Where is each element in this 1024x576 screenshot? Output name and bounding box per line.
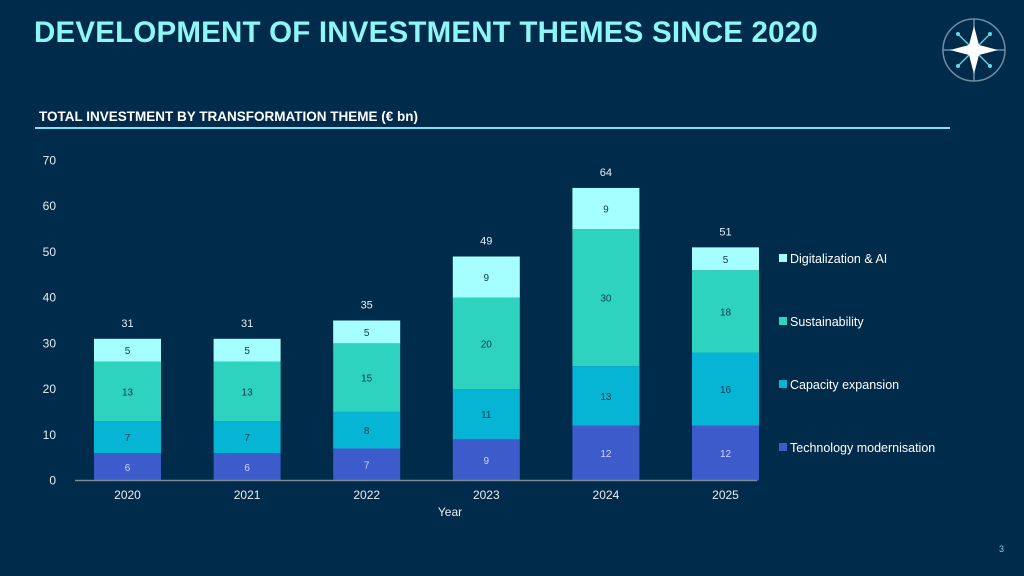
y-tick-label: 30 bbox=[43, 336, 57, 350]
data-label: 11 bbox=[481, 410, 492, 421]
total-label: 31 bbox=[121, 318, 133, 330]
bar-segment bbox=[94, 338, 161, 362]
data-label: 16 bbox=[720, 385, 732, 396]
legend-item: Capacity expansion bbox=[779, 378, 899, 392]
data-label: 12 bbox=[600, 449, 612, 460]
data-label: 18 bbox=[720, 307, 732, 318]
y-tick-label: 0 bbox=[49, 474, 56, 488]
data-label: 5 bbox=[364, 328, 370, 339]
total-label: 31 bbox=[241, 318, 253, 330]
legend-swatch bbox=[779, 380, 787, 388]
data-label: 9 bbox=[484, 456, 490, 467]
bar-stack-2022: 7 8 15 5 35 bbox=[333, 300, 401, 481]
bar-segment bbox=[94, 421, 161, 454]
bars: 6713531671353178155359112094912133096412… bbox=[94, 167, 759, 481]
total-label: 51 bbox=[719, 226, 731, 238]
data-label: 9 bbox=[484, 273, 490, 284]
data-label: 6 bbox=[125, 463, 131, 474]
bar-segment bbox=[692, 247, 759, 271]
total-label: 64 bbox=[600, 167, 612, 179]
data-label: 7 bbox=[364, 461, 370, 472]
legend-label: Sustainability bbox=[790, 315, 864, 329]
bar-segment bbox=[213, 421, 281, 454]
data-label: 15 bbox=[361, 374, 373, 385]
bar-segment bbox=[213, 453, 281, 481]
data-label: 13 bbox=[242, 387, 254, 398]
compass-star-icon bbox=[942, 18, 1006, 82]
page-title: DEVELOPMENT OF INVESTMENT THEMES SINCE 2… bbox=[34, 16, 818, 49]
legend: Digitalization & AI Sustainability Capacit… bbox=[779, 252, 935, 455]
bar-stack-2025: 12 16 18 5 51 bbox=[692, 226, 759, 481]
bar-segment bbox=[213, 338, 281, 362]
legend-swatch bbox=[779, 254, 787, 262]
legend-item: Technology modernisation bbox=[779, 441, 935, 455]
bar-segment bbox=[452, 439, 520, 481]
bar-segment bbox=[333, 343, 401, 412]
x-tick-label: 2025 bbox=[712, 488, 739, 502]
total-label: 49 bbox=[480, 236, 492, 248]
legend-swatch bbox=[779, 317, 787, 325]
x-axis-ticks: 2020 2021 2022 2023 2024 2025 bbox=[114, 488, 739, 502]
bar-segment bbox=[692, 270, 759, 353]
y-tick-label: 20 bbox=[43, 382, 57, 396]
legend-label: Capacity expansion bbox=[790, 378, 899, 392]
bar-segment bbox=[572, 366, 640, 426]
data-label: 5 bbox=[244, 346, 250, 357]
x-axis-label: Year bbox=[438, 505, 462, 519]
data-label: 9 bbox=[603, 205, 609, 216]
bar-stack-2020: 6 7 13 5 31 bbox=[94, 318, 161, 481]
data-label: 5 bbox=[723, 255, 729, 266]
legend-swatch bbox=[779, 443, 787, 451]
bar-segment bbox=[333, 320, 401, 344]
bar-segment bbox=[94, 453, 161, 481]
bar-segment bbox=[333, 411, 401, 449]
data-label: 7 bbox=[125, 433, 131, 444]
legend-item: Sustainability bbox=[779, 315, 864, 329]
subtitle-divider bbox=[35, 127, 950, 129]
y-tick-label: 40 bbox=[43, 291, 57, 305]
data-label: 13 bbox=[122, 387, 134, 398]
legend-label: Technology modernisation bbox=[790, 441, 935, 455]
bar-segment bbox=[213, 361, 281, 422]
data-label: 6 bbox=[244, 463, 250, 474]
x-tick-label: 2024 bbox=[593, 488, 620, 502]
bar-segment bbox=[452, 297, 520, 390]
bar-stack-2021: 6 7 13 5 31 bbox=[213, 318, 281, 481]
y-tick-label: 10 bbox=[43, 428, 57, 442]
bar-segment bbox=[452, 389, 520, 440]
y-tick-label: 70 bbox=[43, 154, 57, 168]
legend-label: Digitalization & AI bbox=[790, 252, 887, 266]
chart-subtitle: TOTAL INVESTMENT BY TRANSFORMATION THEME… bbox=[39, 109, 418, 124]
legend-item: Digitalization & AI bbox=[779, 252, 887, 266]
data-label: 7 bbox=[244, 433, 250, 444]
bar-segment bbox=[333, 448, 401, 481]
page-number: 3 bbox=[999, 544, 1005, 554]
data-label: 13 bbox=[600, 392, 612, 403]
total-label: 35 bbox=[361, 300, 373, 312]
bar-segment bbox=[94, 361, 161, 422]
bar-stack-2023: 9 11 20 9 49 bbox=[452, 236, 520, 481]
y-axis-ticks: 0 10 20 30 40 50 60 70 bbox=[43, 154, 57, 488]
data-label: 8 bbox=[364, 426, 370, 437]
x-tick-label: 2022 bbox=[353, 488, 380, 502]
bar-segment bbox=[452, 256, 520, 298]
bar-segment bbox=[572, 425, 640, 481]
x-tick-label: 2020 bbox=[114, 488, 141, 502]
y-tick-label: 50 bbox=[43, 245, 57, 259]
data-label: 12 bbox=[720, 449, 732, 460]
bar-segment bbox=[572, 187, 640, 230]
bar-segment bbox=[572, 229, 640, 367]
bar-segment bbox=[692, 352, 759, 426]
y-tick-label: 60 bbox=[43, 199, 57, 213]
data-label: 5 bbox=[125, 346, 131, 357]
bar-segment bbox=[692, 425, 759, 481]
data-label: 30 bbox=[600, 294, 612, 305]
data-label: 20 bbox=[481, 339, 493, 350]
x-tick-label: 2021 bbox=[234, 488, 261, 502]
x-tick-label: 2023 bbox=[473, 488, 500, 502]
bar-stack-2024: 12 13 30 9 64 bbox=[572, 167, 640, 481]
